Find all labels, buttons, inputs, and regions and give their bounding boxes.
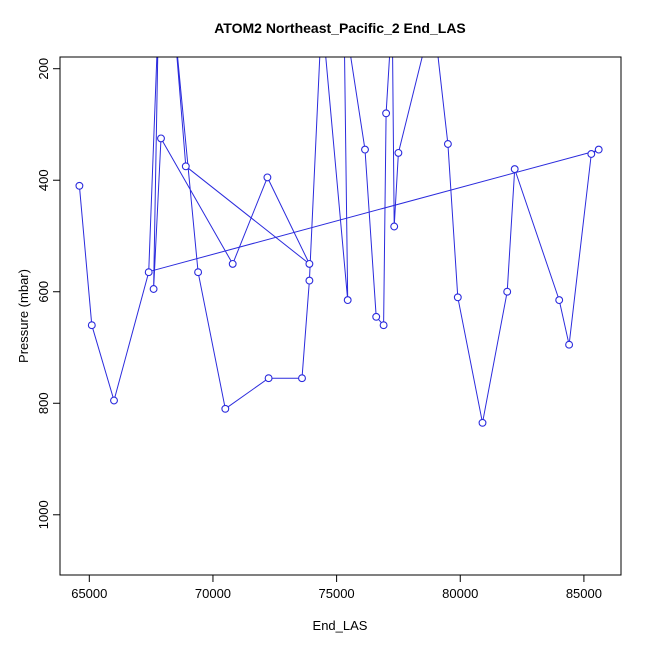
x-axis-label: End_LAS	[313, 618, 368, 633]
data-point-marker	[382, 109, 391, 118]
data-point-marker	[264, 374, 273, 383]
data-point-marker	[194, 268, 203, 277]
data-point-marker	[503, 287, 512, 296]
data-point-marker	[372, 312, 381, 321]
data-point-marker	[361, 145, 369, 154]
data-point-marker	[75, 181, 84, 190]
x-tick-label: 65000	[71, 586, 107, 601]
x-tick-label: 70000	[195, 586, 231, 601]
y-axis-label: Pressure (mbar)	[16, 269, 31, 363]
data-point-marker	[149, 285, 158, 293]
data-point-marker	[594, 145, 603, 154]
x-tick-label: 80000	[442, 586, 478, 601]
data-series	[75, 57, 603, 427]
data-point-marker	[263, 173, 272, 182]
data-point-marker	[478, 418, 487, 427]
data-point-marker	[343, 296, 352, 305]
data-point-marker	[144, 268, 153, 277]
data-point-marker	[390, 222, 399, 231]
data-point-marker	[555, 296, 564, 305]
data-point-marker	[298, 374, 306, 383]
data-point-marker	[587, 150, 596, 158]
data-point-marker	[110, 396, 118, 405]
data-point-marker	[157, 134, 165, 143]
plot-border	[59, 56, 622, 576]
x-tick-label: 85000	[566, 586, 602, 601]
data-point-marker	[228, 259, 237, 268]
data-point-marker	[87, 321, 96, 330]
trend-line	[148, 149, 599, 273]
x-tick-label: 75000	[319, 586, 355, 601]
data-point-marker	[394, 148, 403, 157]
data-point-marker	[510, 165, 519, 174]
plot-area	[75, 57, 603, 427]
data-series-line	[78, 57, 599, 424]
axis-ticks: 65000 70000 75000 80000 85000 200 400 600 800 100…	[36, 58, 602, 601]
chart-title: ATOM2 Northeast_Pacific_2 End_LAS	[214, 20, 466, 36]
data-point-marker	[565, 340, 574, 349]
data-point-marker	[453, 293, 462, 302]
y-tick-label: 1000	[36, 500, 51, 529]
y-tick-label: 200	[36, 58, 51, 80]
y-tick-label: 800	[36, 392, 51, 414]
y-tick-label: 600	[36, 281, 51, 303]
data-point-marker	[443, 140, 452, 148]
data-point-marker	[181, 162, 190, 171]
data-point-marker	[379, 321, 388, 330]
data-point-marker	[305, 259, 314, 268]
y-tick-label: 400	[36, 169, 51, 191]
data-point-marker	[305, 276, 314, 285]
data-point-marker	[221, 404, 230, 413]
